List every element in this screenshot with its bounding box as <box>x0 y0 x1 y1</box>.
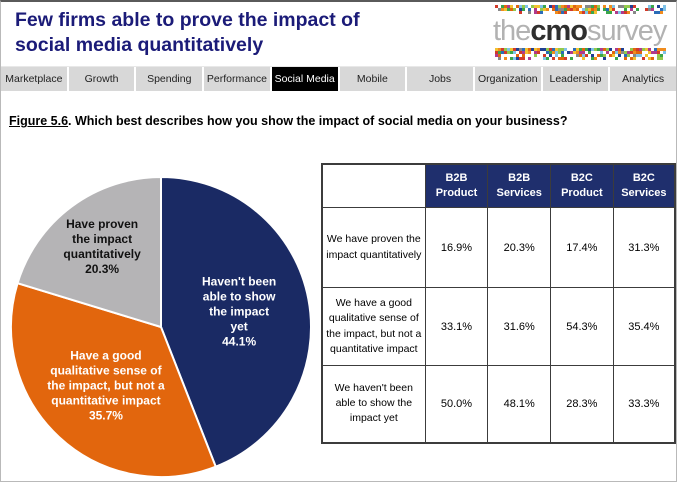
section-tab-bar: Marketplace Growth Spending Performance Soci… <box>1 66 676 91</box>
table-value-cell: 54.3% <box>550 287 614 366</box>
logo-word-the: the <box>493 15 531 47</box>
table-value-cell: 31.6% <box>487 287 552 366</box>
table-value-cell: 20.3% <box>487 207 552 288</box>
tab-performance[interactable]: Performance <box>204 67 270 91</box>
table-row: We haven't been able to show the impact … <box>321 365 676 443</box>
tab-marketplace[interactable]: Marketplace <box>1 67 67 91</box>
table-value-cell: 33.3% <box>612 365 676 443</box>
tab-growth[interactable]: Growth <box>68 67 135 91</box>
figure-caption: Figure 5.6. Which best describes how you… <box>9 114 659 128</box>
table-col-header-0: B2B Product <box>424 163 489 208</box>
table-value-cell: 17.4% <box>550 207 614 288</box>
tab-spending[interactable]: Spending <box>136 67 203 91</box>
tab-analytics[interactable]: Analytics <box>610 67 676 91</box>
tab-mobile[interactable]: Mobile <box>339 67 406 91</box>
results-table: B2B Product B2B Services B2C Product B2C Se… <box>321 163 676 444</box>
pie-slice-0 <box>160 175 312 468</box>
table-row: We have a good qualitative sense of the … <box>321 287 676 366</box>
table-row: We have proven the impact quantitatively… <box>321 207 676 288</box>
table-value-cell: 31.3% <box>612 207 676 288</box>
pie-slice-2 <box>16 175 162 329</box>
tab-social-media[interactable]: Social Media <box>271 67 338 91</box>
table-value-cell: 50.0% <box>424 365 489 443</box>
pie-chart <box>10 175 312 478</box>
table-col-header-3: B2C Services <box>612 163 676 208</box>
logo-word-survey: survey <box>586 15 667 47</box>
table-value-cell: 16.9% <box>424 207 489 288</box>
tab-jobs[interactable]: Jobs <box>407 67 473 91</box>
table-row-label-1: We have a good qualitative sense of the … <box>321 287 426 366</box>
page-title-line1: Few firms able to prove the impact of <box>15 9 360 31</box>
table-value-cell: 35.4% <box>612 287 676 366</box>
logo-text: thecmosurvey <box>493 14 669 48</box>
page-title: Few firms able to prove the impact of so… <box>15 8 485 59</box>
logo-mosaic-bottom <box>495 48 666 60</box>
cmo-survey-logo: thecmosurvey <box>493 5 669 63</box>
tab-leadership[interactable]: Leadership <box>542 67 609 91</box>
table-corner-cell <box>321 163 426 208</box>
figure-question: . Which best describes how you show the … <box>68 114 568 128</box>
page-title-line2: social media quantitatively <box>15 34 264 57</box>
table-value-cell: 28.3% <box>550 365 614 443</box>
figure-number: Figure 5.6 <box>9 114 69 128</box>
tab-organization[interactable]: Organization <box>474 67 541 91</box>
table-row-label-2: We haven't been able to show the impact … <box>321 365 426 443</box>
logo-word-cmo: cmo <box>530 15 588 47</box>
table-row-label-0: We have proven the impact quantitatively <box>321 207 426 288</box>
table-col-header-1: B2B Services <box>487 163 552 208</box>
table-col-header-2: B2C Product <box>550 163 614 208</box>
table-value-cell: 33.1% <box>424 287 489 366</box>
logo-mosaic-top <box>495 5 666 14</box>
table-value-cell: 48.1% <box>487 365 552 443</box>
pie-slice-1 <box>10 281 218 478</box>
